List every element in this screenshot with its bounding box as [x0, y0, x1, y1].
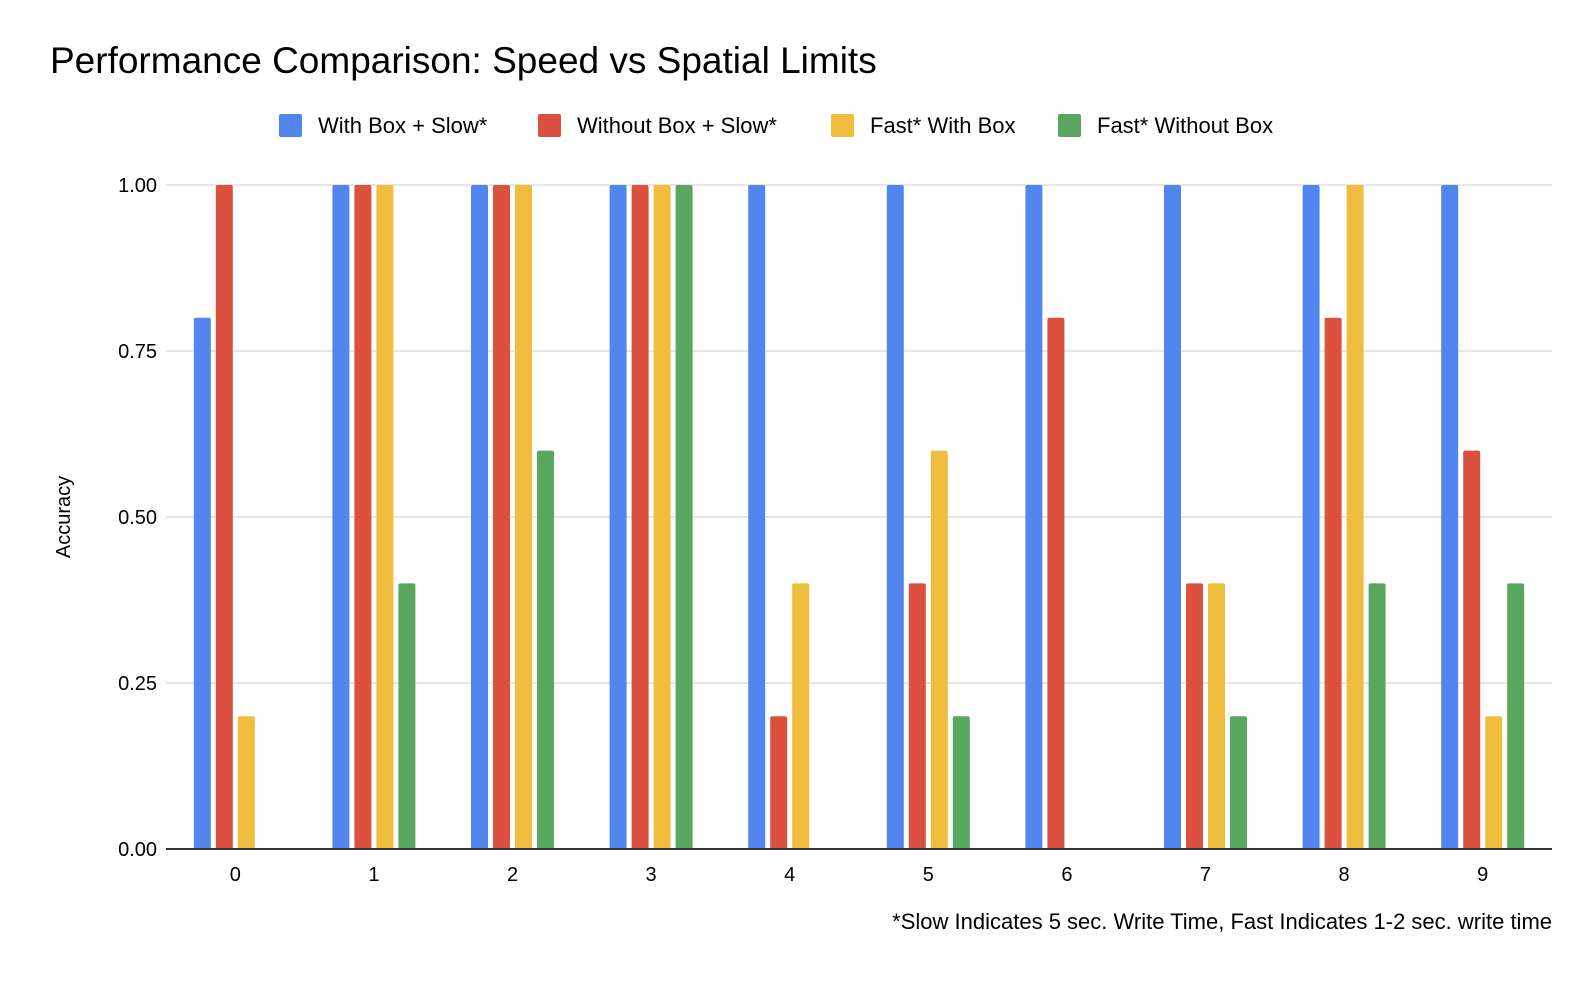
bar-fast-with-box-3	[653, 185, 671, 849]
bar-with-box-slow-0	[193, 317, 211, 849]
bar-fast-without-box-8	[1368, 583, 1386, 849]
bar-with-box-slow-9	[1441, 185, 1459, 849]
legend-swatch	[538, 114, 561, 137]
legend-item: Fast* Without Box	[1058, 113, 1273, 138]
bar-fast-without-box-5	[952, 716, 970, 849]
bar-fast-without-box-1	[398, 583, 416, 849]
bar-without-box-slow-5	[908, 583, 926, 849]
chart-title: Performance Comparison: Speed vs Spatial…	[50, 40, 877, 81]
bar-without-box-slow-1	[354, 185, 372, 849]
y-tick-label: 0.00	[118, 839, 157, 861]
gridlines	[166, 184, 1552, 684]
bar-with-box-slow-3	[609, 185, 627, 849]
bar-with-box-slow-1	[332, 185, 350, 849]
bar-with-box-slow-7	[1164, 185, 1181, 849]
bar-with-box-slow-5	[886, 185, 904, 849]
bar-without-box-slow-2	[493, 185, 510, 849]
y-tick-label: 1.00	[118, 175, 157, 197]
bar-fast-with-box-2	[515, 185, 532, 849]
legend-label: Fast* Without Box	[1097, 113, 1273, 138]
bar-fast-with-box-7	[1208, 583, 1225, 849]
bar-fast-without-box-9	[1507, 583, 1525, 849]
y-tick-label: 0.75	[118, 341, 157, 363]
x-tick-label: 6	[1061, 864, 1072, 886]
bar-fast-without-box-7	[1230, 716, 1247, 849]
legend-swatch	[831, 114, 854, 137]
x-tick-label: 5	[923, 864, 934, 886]
legend-label: With Box + Slow*	[318, 113, 488, 138]
legend-item: With Box + Slow*	[279, 113, 488, 138]
bar-without-box-slow-8	[1324, 317, 1342, 849]
chart-footnote: *Slow Indicates 5 sec. Write Time, Fast …	[892, 909, 1552, 934]
bar-without-box-slow-0	[215, 185, 233, 849]
legend-swatch	[279, 114, 302, 137]
x-tick-label: 4	[784, 864, 795, 886]
bar-fast-with-box-4	[792, 583, 810, 849]
x-tick-label: 3	[646, 864, 657, 886]
x-tick-label: 0	[230, 864, 241, 886]
bar-fast-without-box-2	[537, 450, 554, 849]
bar-with-box-slow-8	[1302, 185, 1320, 849]
x-tick-label: 9	[1477, 864, 1488, 886]
bar-without-box-slow-9	[1463, 450, 1481, 849]
bar-fast-with-box-0	[237, 716, 255, 849]
legend-label: Fast* With Box	[870, 113, 1015, 138]
legend-item: Fast* With Box	[831, 113, 1015, 138]
bar-with-box-slow-4	[748, 185, 766, 849]
bar-fast-with-box-8	[1346, 185, 1364, 849]
bar-fast-with-box-9	[1485, 716, 1503, 849]
legend-label: Without Box + Slow*	[577, 113, 777, 138]
bar-with-box-slow-2	[471, 185, 488, 849]
bar-without-box-slow-3	[631, 185, 649, 849]
bar-fast-with-box-1	[376, 185, 394, 849]
x-tick-label: 1	[368, 864, 379, 886]
x-tick-label: 2	[507, 864, 518, 886]
x-tick-label: 7	[1200, 864, 1211, 886]
bars	[193, 185, 1525, 849]
bar-without-box-slow-6	[1047, 317, 1065, 849]
bar-fast-with-box-5	[930, 450, 948, 849]
y-tick-label: 0.50	[118, 507, 157, 529]
legend-item: Without Box + Slow*	[538, 113, 777, 138]
y-tick-label: 0.25	[118, 673, 157, 695]
bar-without-box-slow-4	[770, 716, 788, 849]
y-axis-label: Accuracy	[53, 476, 75, 558]
legend: With Box + Slow* Without Box + Slow* Fast*…	[279, 113, 1273, 138]
bar-fast-without-box-3	[675, 185, 693, 849]
bar-with-box-slow-6	[1025, 185, 1043, 849]
bar-without-box-slow-7	[1186, 583, 1203, 849]
x-axis-ticks: 0 1 2 3 4 5 6 7 8 9	[230, 864, 1489, 886]
y-axis-ticks: 0.00 0.25 0.50 0.75 1.00	[118, 175, 157, 861]
legend-swatch	[1058, 114, 1081, 137]
x-tick-label: 8	[1339, 864, 1350, 886]
